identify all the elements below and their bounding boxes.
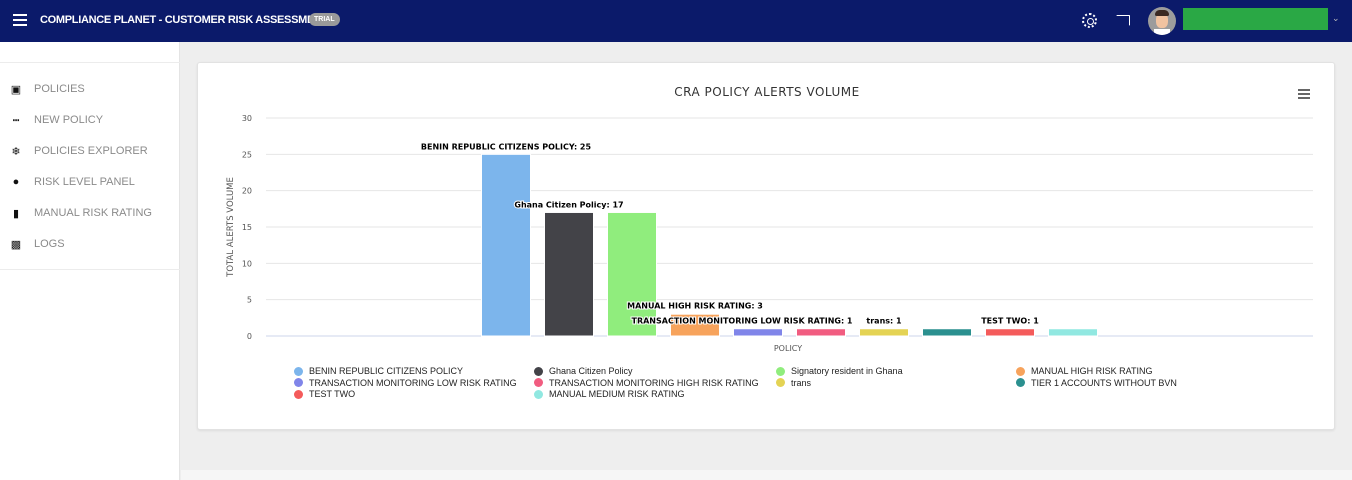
- legend-item[interactable]: TRANSACTION MONITORING HIGH RISK RATING: [534, 378, 759, 388]
- legend-marker: [534, 366, 543, 376]
- y-tick-label: 30: [242, 114, 252, 123]
- bar[interactable]: [859, 328, 909, 337]
- legend-item[interactable]: Ghana Citizen Policy: [534, 366, 633, 376]
- sidebar: ▣ POLICIES ┅ NEW POLICY ❄ POLICIES EXPLORER ● R…: [0, 42, 180, 480]
- username-block[interactable]: [1183, 8, 1328, 30]
- legend-item[interactable]: Signatory resident in Ghana: [776, 366, 903, 376]
- legend-marker: [776, 366, 785, 376]
- y-tick-label: 25: [242, 150, 252, 159]
- y-tick-label: 20: [242, 187, 252, 196]
- sidebar-item-label: LOGS: [34, 238, 65, 250]
- legend-label: TIER 1 ACCOUNTS WITHOUT BVN: [1031, 377, 1177, 388]
- legend-marker: [776, 378, 785, 387]
- data-label: MANUAL HIGH RISK RATING: 3: [627, 302, 763, 311]
- y-tick-label: 5: [247, 296, 252, 305]
- legend-label: TRANSACTION MONITORING LOW RISK RATING: [309, 377, 517, 388]
- chart-title: CRA POLICY ALERTS VOLUME: [674, 85, 859, 99]
- legend-item[interactable]: TEST TWO: [294, 389, 355, 399]
- legend-label: TEST TWO: [309, 389, 356, 399]
- legend-label: BENIN REPUBLIC CITIZENS POLICY: [309, 366, 464, 376]
- data-label: BENIN REPUBLIC CITIZENS POLICY: 25: [421, 142, 592, 151]
- bar[interactable]: [481, 153, 531, 337]
- avatar[interactable]: [1148, 7, 1176, 35]
- briefcase-icon: ▣: [10, 83, 22, 96]
- bar[interactable]: [985, 328, 1035, 337]
- legend-marker: [1016, 366, 1025, 376]
- legend-item[interactable]: trans: [776, 378, 811, 388]
- sidebar-item-logs[interactable]: ▩ LOGS: [10, 236, 65, 252]
- y-tick-label: 10: [242, 259, 252, 268]
- legend-label: TRANSACTION MONITORING HIGH RISK RATING: [549, 377, 759, 388]
- chevron-down-icon[interactable]: ⌄: [1332, 13, 1340, 23]
- y-tick-label: 15: [242, 223, 252, 232]
- y-axis-label: TOTAL ALERTS VOLUME: [226, 177, 236, 278]
- legend-marker: [1016, 378, 1025, 387]
- app-title: COMPLIANCE PLANET - CUSTOMER RISK ASSESS…: [40, 14, 329, 26]
- legend-item[interactable]: MANUAL HIGH RISK RATING: [1016, 366, 1153, 376]
- bar-chart: CRA POLICY ALERTS VOLUME 0 5 10 15 20 25 30 TOTA…: [226, 85, 1313, 353]
- gear-icon[interactable]: [1082, 13, 1097, 28]
- sidebar-item-label: MANUAL RISK RATING: [34, 207, 152, 219]
- legend-label: Ghana Citizen Policy: [549, 366, 633, 376]
- data-label: TEST TWO: 1: [981, 317, 1039, 326]
- legend-marker: [534, 378, 543, 387]
- sidebar-item-new-policy[interactable]: ┅ NEW POLICY: [10, 112, 103, 128]
- bar[interactable]: [796, 328, 846, 337]
- footer-strip: [181, 470, 1352, 480]
- top-app-bar: COMPLIANCE PLANET - CUSTOMER RISK ASSESS…: [0, 0, 1352, 42]
- bar[interactable]: [607, 211, 657, 337]
- line-chart-icon: ▩: [10, 238, 22, 251]
- trial-badge: TRIAL: [309, 13, 340, 26]
- legend-label: MANUAL MEDIUM RISK RATING: [549, 389, 685, 399]
- snowflake-icon: ❄: [11, 145, 21, 158]
- legend-marker: [534, 389, 543, 399]
- bar[interactable]: [670, 313, 720, 337]
- sidebar-item-manual-risk-rating[interactable]: ▮ MANUAL RISK RATING: [10, 205, 152, 221]
- x-axis-label: POLICY: [774, 344, 802, 353]
- sidebar-item-label: NEW POLICY: [34, 114, 104, 126]
- sidebar-item-label: RISK LEVEL PANEL: [34, 176, 135, 188]
- data-label: Ghana Citizen Policy: 17: [514, 200, 623, 209]
- bar[interactable]: [544, 211, 594, 337]
- legend-label: Signatory resident in Ghana: [791, 366, 903, 376]
- legend-marker: [294, 378, 303, 387]
- menu-icon[interactable]: [13, 14, 27, 26]
- sidebar-item-policies-explorer[interactable]: ❄ POLICIES EXPLORER: [10, 143, 148, 159]
- file-icon: ▮: [12, 207, 20, 220]
- bar[interactable]: [733, 328, 783, 337]
- legend-marker: [294, 366, 303, 376]
- legend-item[interactable]: TIER 1 ACCOUNTS WITHOUT BVN: [1016, 378, 1177, 388]
- sidebar-item-policies[interactable]: ▣ POLICIES: [10, 81, 85, 97]
- legend-label: trans: [791, 377, 812, 388]
- legend-item[interactable]: BENIN REPUBLIC CITIZENS POLICY: [294, 366, 463, 376]
- chart-menu-icon[interactable]: [1298, 89, 1310, 99]
- bar-chart-icon: ┅: [12, 114, 20, 127]
- sidebar-item-risk-level-panel[interactable]: ● RISK LEVEL PANEL: [10, 174, 135, 190]
- bar[interactable]: [922, 328, 972, 337]
- sidebar-item-label: POLICIES EXPLORER: [34, 145, 148, 157]
- data-label: TRANSACTION MONITORING LOW RISK RATING: …: [632, 317, 853, 326]
- legend-label: MANUAL HIGH RISK RATING: [1031, 366, 1153, 376]
- data-label: trans: 1: [866, 317, 902, 326]
- y-tick-label: 0: [247, 332, 252, 341]
- life-ring-icon: ●: [12, 176, 20, 188]
- legend-item[interactable]: TRANSACTION MONITORING LOW RISK RATING: [294, 378, 517, 388]
- legend-marker: [294, 389, 303, 399]
- bar[interactable]: [1048, 328, 1098, 337]
- legend-item[interactable]: MANUAL MEDIUM RISK RATING: [534, 389, 685, 399]
- chart-card: CRA POLICY ALERTS VOLUME 0 5 10 15 20 25 30 TOTA…: [197, 62, 1335, 430]
- sidebar-item-label: POLICIES: [34, 83, 85, 95]
- cast-icon[interactable]: [1116, 15, 1130, 26]
